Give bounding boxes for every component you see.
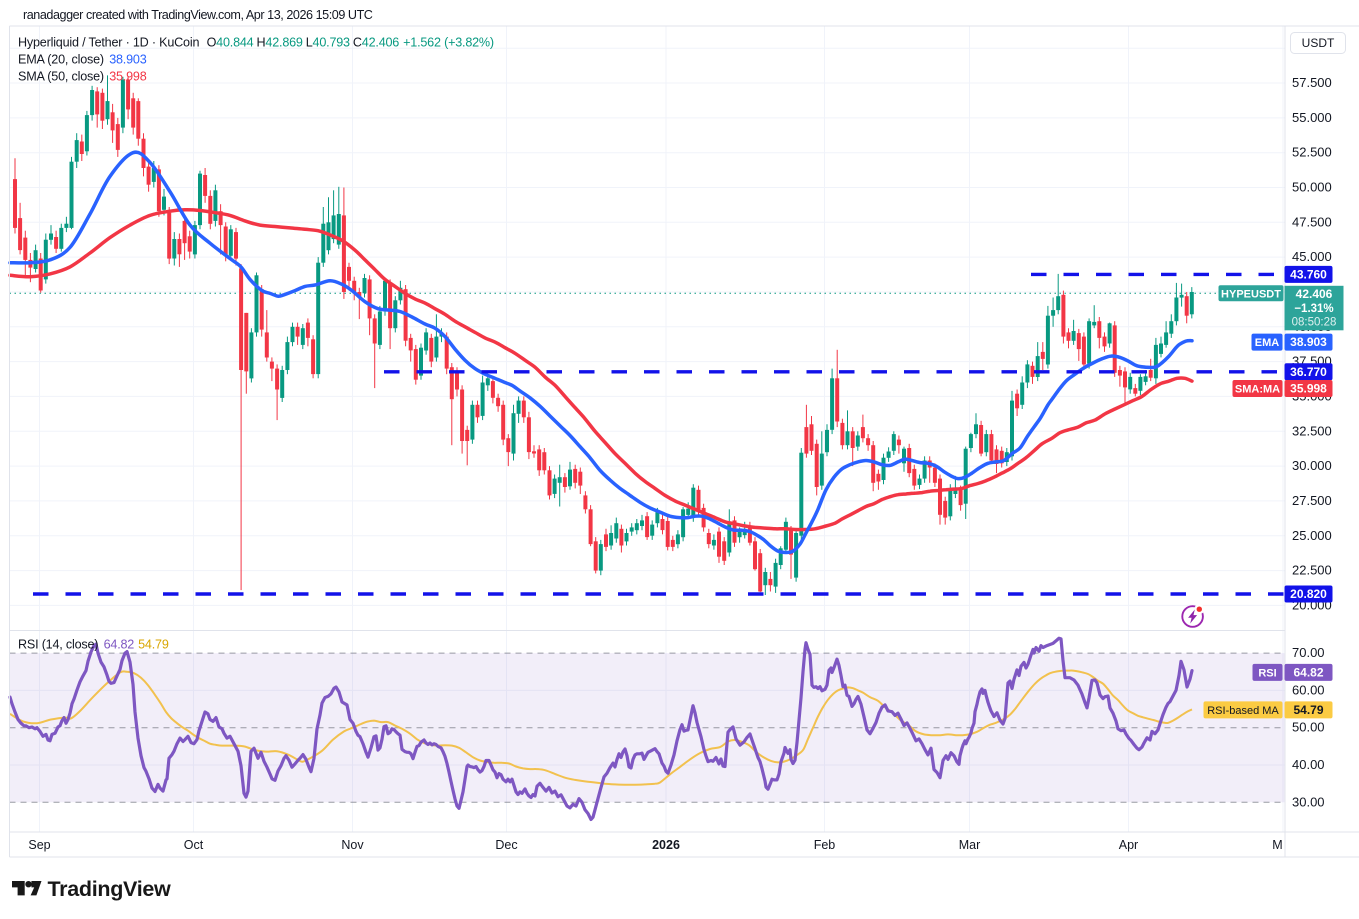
svg-text:Oct: Oct — [184, 838, 204, 852]
svg-text:20.820: 20.820 — [1290, 587, 1327, 601]
svg-text:Mar: Mar — [959, 838, 981, 852]
svg-text:Nov: Nov — [341, 838, 364, 852]
svg-text:32.500: 32.500 — [1292, 423, 1332, 438]
svg-text:27.500: 27.500 — [1292, 493, 1332, 508]
svg-text:EMA: EMA — [1255, 337, 1280, 349]
svg-text:30.000: 30.000 — [1292, 458, 1332, 473]
svg-text:57.500: 57.500 — [1292, 75, 1332, 90]
svg-text:ranadagger created with Tradin: ranadagger created with TradingView.com,… — [23, 8, 373, 22]
svg-text:RSI-based MA: RSI-based MA — [1207, 705, 1279, 717]
svg-text:−1.31%: −1.31% — [1294, 303, 1333, 315]
svg-text:64.82: 64.82 — [1293, 665, 1323, 679]
svg-text:70.00: 70.00 — [1292, 645, 1325, 660]
svg-text:HYPEUSDT: HYPEUSDT — [1221, 288, 1281, 300]
svg-text:47.500: 47.500 — [1292, 214, 1332, 229]
svg-text:25.000: 25.000 — [1292, 528, 1332, 543]
svg-text:35.998: 35.998 — [1290, 382, 1327, 396]
svg-text:52.500: 52.500 — [1292, 145, 1332, 160]
svg-text:50.00: 50.00 — [1292, 720, 1325, 735]
svg-text:Feb: Feb — [814, 838, 836, 852]
svg-text:30.00: 30.00 — [1292, 794, 1325, 809]
svg-text:2026: 2026 — [652, 838, 680, 852]
svg-text:43.760: 43.760 — [1290, 267, 1327, 281]
svg-text:40.00: 40.00 — [1292, 757, 1325, 772]
svg-text:USDT: USDT — [1302, 36, 1335, 50]
svg-text:50.000: 50.000 — [1292, 180, 1332, 195]
svg-text:TradingView: TradingView — [48, 877, 172, 901]
svg-text:38.903: 38.903 — [1290, 335, 1327, 349]
svg-text:Apr: Apr — [1119, 838, 1138, 852]
svg-text:EMA (20, close) 38.903: EMA (20, close) 38.903 — [18, 53, 147, 67]
svg-text:45.000: 45.000 — [1292, 249, 1332, 264]
svg-text:60.00: 60.00 — [1292, 682, 1325, 697]
svg-text:RSI: RSI — [1258, 667, 1276, 679]
svg-text:Dec: Dec — [495, 838, 517, 852]
svg-text:M: M — [1272, 838, 1282, 852]
svg-text:Sep: Sep — [28, 838, 50, 852]
svg-text:54.79: 54.79 — [1293, 703, 1323, 717]
svg-text:42.406: 42.406 — [1296, 287, 1333, 301]
svg-text:22.500: 22.500 — [1292, 563, 1332, 578]
svg-text:SMA:MA: SMA:MA — [1235, 384, 1280, 396]
svg-text:SMA (50, close) 35.998: SMA (50, close) 35.998 — [18, 70, 147, 84]
svg-text:55.000: 55.000 — [1292, 110, 1332, 125]
svg-text:36.770: 36.770 — [1290, 365, 1327, 379]
svg-text:Hyperliquid / Tether · 1D · Ku: Hyperliquid / Tether · 1D · KuCoin O40.8… — [18, 36, 494, 50]
svg-text:08:50:28: 08:50:28 — [1292, 316, 1337, 328]
